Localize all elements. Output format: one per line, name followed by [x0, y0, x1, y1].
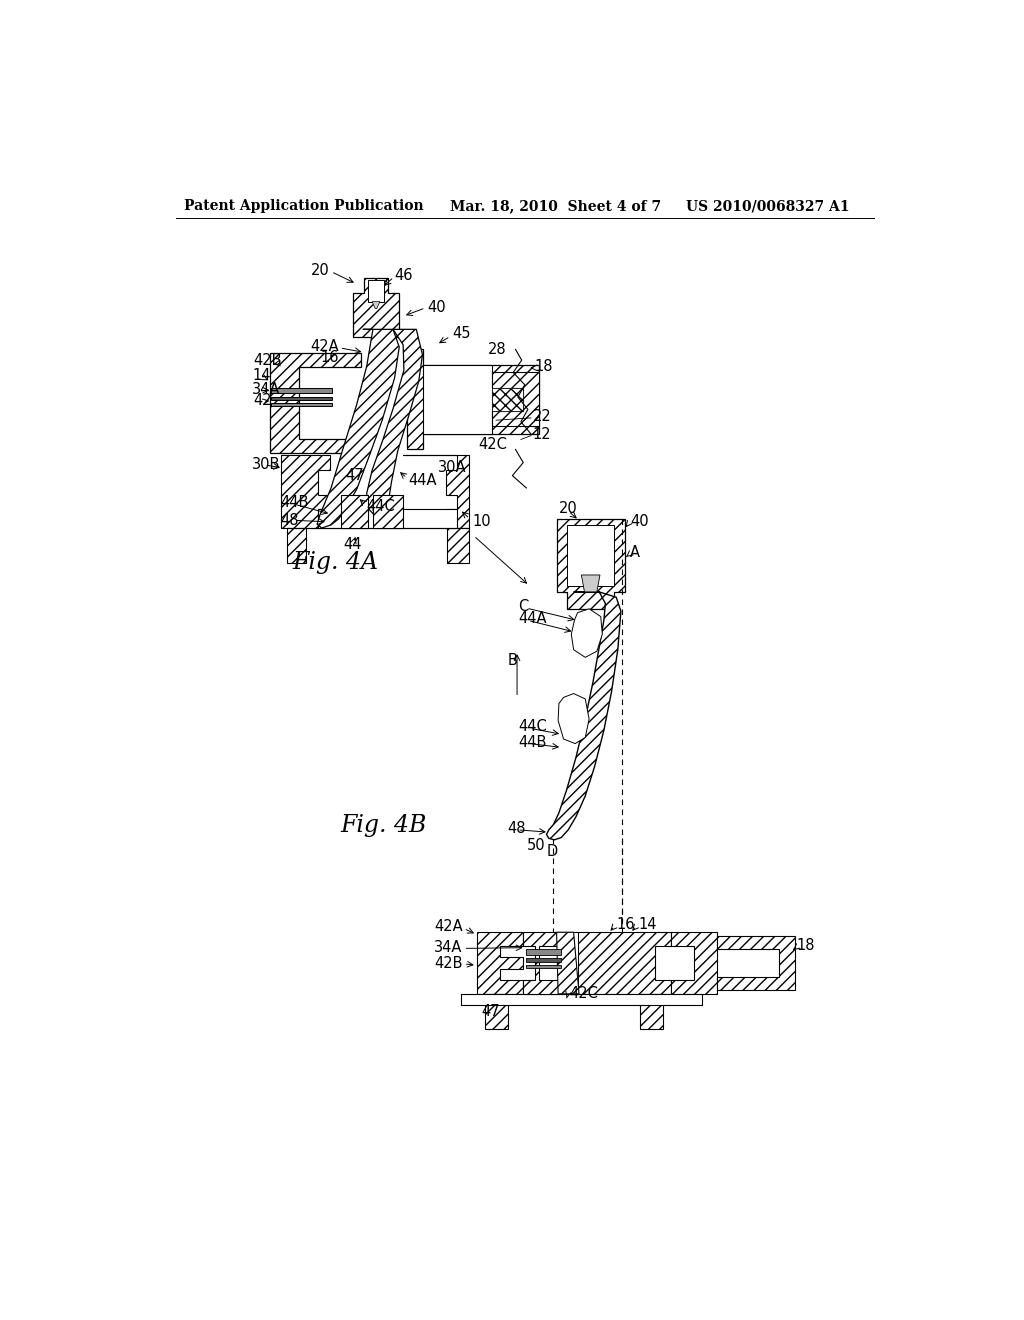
Bar — [525, 949, 561, 954]
Polygon shape — [557, 519, 625, 609]
Text: 40: 40 — [630, 515, 649, 529]
Polygon shape — [341, 495, 369, 528]
Text: 16: 16 — [321, 350, 339, 364]
Polygon shape — [367, 330, 423, 516]
Text: 50: 50 — [527, 838, 546, 853]
Text: 22: 22 — [532, 409, 551, 424]
Text: D: D — [547, 843, 558, 859]
Text: 42: 42 — [254, 393, 272, 408]
Bar — [461, 994, 701, 1006]
Text: Mar. 18, 2010  Sheet 4 of 7: Mar. 18, 2010 Sheet 4 of 7 — [450, 199, 660, 213]
Text: 34A: 34A — [434, 940, 463, 956]
Text: 16: 16 — [616, 917, 635, 932]
Text: B: B — [508, 653, 517, 668]
Polygon shape — [557, 932, 579, 994]
Polygon shape — [523, 932, 562, 994]
Text: 34A: 34A — [252, 381, 281, 397]
Text: 42C: 42C — [478, 437, 507, 453]
Text: 47: 47 — [481, 1005, 500, 1019]
Polygon shape — [547, 591, 621, 840]
Text: C: C — [518, 599, 528, 614]
Text: 14: 14 — [638, 917, 656, 932]
Text: 42C: 42C — [569, 986, 599, 1002]
Polygon shape — [372, 302, 380, 309]
Text: 20: 20 — [559, 502, 578, 516]
Polygon shape — [447, 528, 469, 562]
Polygon shape — [477, 932, 523, 994]
Polygon shape — [717, 936, 795, 990]
Bar — [271, 397, 332, 400]
Polygon shape — [352, 277, 399, 337]
Text: A: A — [630, 545, 640, 560]
Text: 28: 28 — [487, 342, 506, 356]
Bar — [525, 965, 561, 969]
Bar — [423, 364, 493, 434]
Text: 45: 45 — [452, 326, 470, 342]
Polygon shape — [484, 994, 508, 1028]
Bar — [369, 280, 384, 302]
Text: 48: 48 — [280, 512, 298, 528]
Text: 42A: 42A — [310, 339, 339, 354]
Bar — [271, 404, 332, 407]
Text: 12: 12 — [532, 426, 551, 442]
Polygon shape — [671, 932, 717, 994]
Text: 14: 14 — [252, 368, 270, 383]
Polygon shape — [493, 372, 539, 426]
Polygon shape — [281, 455, 330, 528]
Polygon shape — [640, 994, 663, 1028]
Text: 44A: 44A — [409, 473, 437, 488]
Polygon shape — [287, 528, 306, 562]
Text: 47: 47 — [345, 469, 364, 483]
Text: 44C: 44C — [367, 499, 395, 513]
Text: 44B: 44B — [518, 734, 546, 750]
Bar — [525, 958, 561, 962]
Text: 42B: 42B — [254, 354, 282, 368]
Text: 30A: 30A — [438, 461, 467, 475]
Text: 44: 44 — [343, 537, 362, 553]
Text: 18: 18 — [535, 359, 553, 374]
Text: 40: 40 — [427, 300, 445, 314]
Polygon shape — [582, 576, 600, 591]
Polygon shape — [270, 354, 361, 453]
Text: 30B: 30B — [252, 457, 281, 471]
Bar — [493, 388, 523, 411]
Text: Patent Application Publication: Patent Application Publication — [183, 199, 424, 213]
Polygon shape — [558, 693, 589, 743]
Text: 46: 46 — [394, 268, 413, 282]
Text: Fig. 4A: Fig. 4A — [293, 552, 379, 574]
Polygon shape — [317, 330, 399, 528]
Bar — [271, 388, 332, 393]
Text: 48: 48 — [508, 821, 526, 836]
Text: 42A: 42A — [434, 919, 463, 935]
Polygon shape — [571, 609, 602, 657]
Text: 20: 20 — [310, 263, 330, 277]
Polygon shape — [403, 455, 469, 528]
Polygon shape — [407, 350, 539, 449]
Text: 18: 18 — [796, 937, 814, 953]
Polygon shape — [317, 508, 458, 528]
Bar — [567, 525, 614, 586]
Text: 44A: 44A — [518, 611, 547, 627]
Polygon shape — [562, 932, 671, 994]
Text: 10: 10 — [472, 515, 490, 529]
Text: US 2010/0068327 A1: US 2010/0068327 A1 — [686, 199, 850, 213]
Text: 42B: 42B — [434, 956, 463, 970]
Text: 44B: 44B — [280, 495, 308, 510]
Bar — [562, 932, 578, 994]
Text: Fig. 4B: Fig. 4B — [341, 813, 427, 837]
Polygon shape — [373, 495, 403, 528]
Text: 44C: 44C — [518, 719, 547, 734]
